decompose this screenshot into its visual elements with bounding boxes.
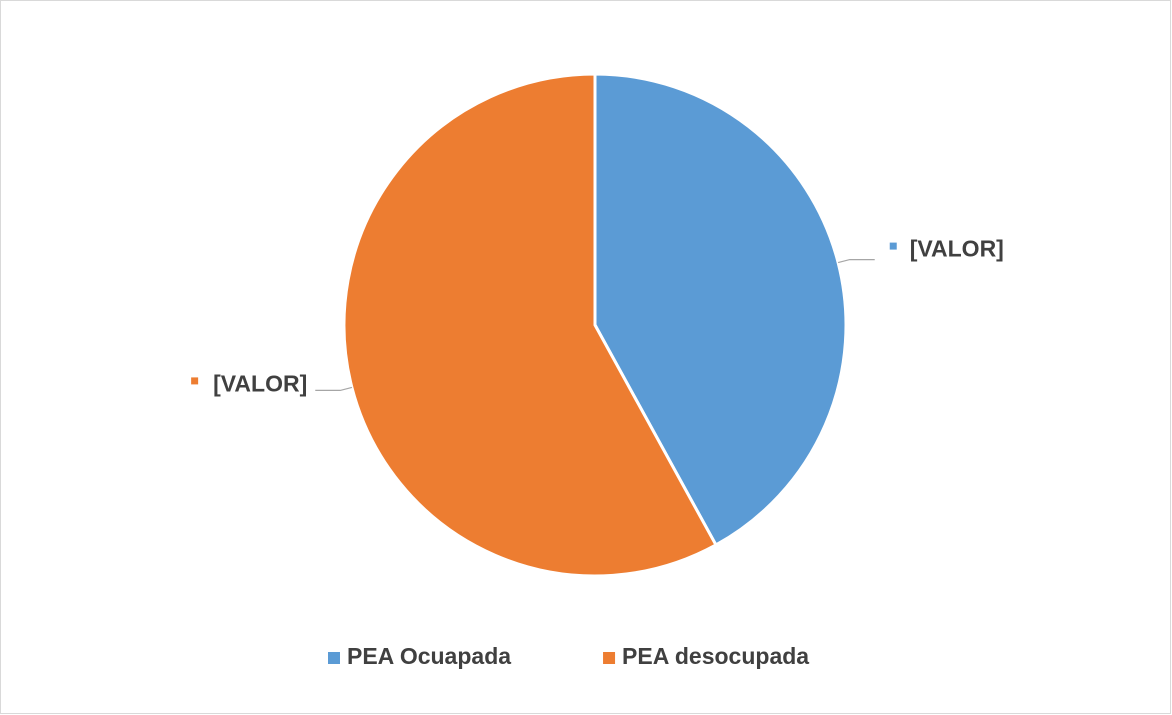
- label-marker: [191, 377, 199, 385]
- leader-line: [315, 386, 353, 392]
- leader-line: [837, 258, 875, 264]
- label-marker: [889, 242, 897, 250]
- legend-swatch: [328, 652, 340, 664]
- legend-swatch: [603, 652, 616, 664]
- data-label: [VALOR]: [213, 370, 307, 396]
- pie-slice: [593, 72, 848, 547]
- legend-label: PEA desocupada: [622, 643, 809, 669]
- data-label: [VALOR]: [910, 236, 1004, 262]
- legend-label: PEA Ocuapada: [347, 643, 511, 669]
